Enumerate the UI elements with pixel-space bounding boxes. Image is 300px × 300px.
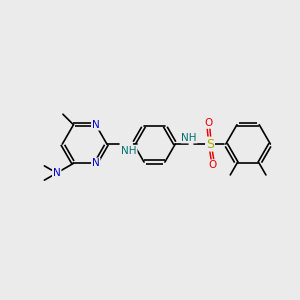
- Text: N: N: [53, 168, 61, 178]
- Text: S: S: [206, 138, 214, 151]
- Text: NH: NH: [121, 146, 136, 156]
- Text: O: O: [204, 118, 213, 128]
- Text: NH: NH: [182, 133, 197, 142]
- Text: N: N: [92, 158, 100, 168]
- Text: N: N: [92, 120, 100, 130]
- Text: O: O: [208, 160, 217, 170]
